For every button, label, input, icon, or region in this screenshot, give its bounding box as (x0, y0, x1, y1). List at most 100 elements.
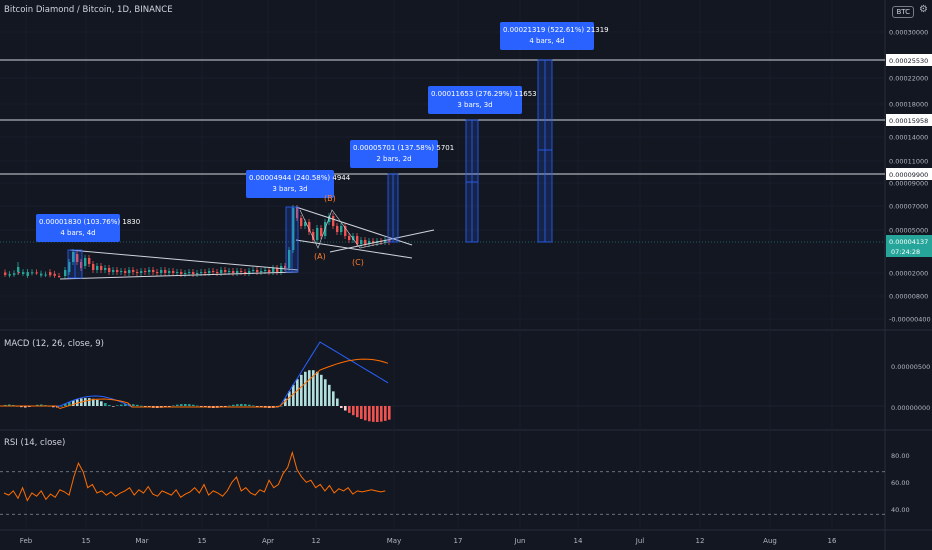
annotation-4-line1: 0.00011653 (276.29%) 11653 (431, 90, 537, 98)
annotation-3-line2: 2 bars, 2d (376, 155, 412, 163)
gear-icon[interactable]: ⚙ (919, 4, 928, 15)
candle-body (260, 271, 263, 272)
macd-histogram-bar (244, 404, 247, 406)
candle-body (256, 270, 259, 272)
candle-body (308, 222, 311, 232)
macd-histogram-bar (176, 404, 179, 406)
macd-y-tick: 0.00000500 (891, 363, 930, 371)
macd-y-tick: 0.00000000 (891, 404, 930, 412)
annotation-box-2: 0.00004944 (240.58%) 4944 3 bars, 3d (246, 170, 351, 198)
macd-histogram-bar (84, 398, 87, 406)
candle-body (80, 262, 83, 268)
macd-histogram-bar (320, 374, 323, 406)
y-tick-label: 0.00011000 (889, 158, 928, 166)
candle-body (276, 268, 279, 272)
current-price-bg (886, 235, 932, 257)
level-label-bg (886, 54, 932, 66)
candle-body (136, 272, 139, 273)
annotation-2-line1: 0.00004944 (240.58%) 4944 (249, 174, 351, 182)
macd-histogram-bar (72, 400, 75, 406)
y-tick-label: 0.00000800 (889, 293, 928, 301)
y-tick-label: 0.00018000 (889, 101, 928, 109)
candle-body (196, 273, 199, 274)
candle-body (160, 270, 163, 273)
candle-body (100, 266, 103, 270)
y-tick-label: 0.00005000 (889, 227, 928, 235)
currency-badge[interactable]: BTC (892, 6, 914, 18)
candle-body (304, 222, 307, 226)
candle-body (208, 271, 211, 273)
candle-body (312, 232, 315, 240)
macd-histogram-bar (356, 406, 359, 418)
candle-body (72, 252, 75, 262)
countdown-label: 07:24:28 (891, 248, 920, 256)
macd-histogram-bar (180, 404, 183, 406)
candle-body (184, 273, 187, 274)
macd-histogram-bar (348, 406, 351, 413)
y-tick-label: 0.00009000 (889, 180, 928, 188)
y-tick-label: 0.00030000 (889, 29, 928, 37)
candle-body (340, 226, 343, 232)
macd-histogram-bar (200, 406, 203, 407)
candle-body (204, 272, 207, 273)
level-label: 0.00009900 (889, 171, 928, 179)
x-tick-label: 17 (454, 537, 463, 545)
candle-body (284, 266, 287, 268)
macd-histogram-bar (188, 404, 191, 406)
wave-path (299, 209, 389, 249)
x-tick-label: May (387, 537, 401, 545)
candle-body (200, 272, 203, 273)
macd-histogram-bar (124, 404, 127, 406)
candle-body (292, 208, 295, 250)
candle-body (228, 271, 231, 272)
rsi-line (3, 450, 386, 502)
macd-histogram-bar (236, 404, 239, 406)
x-tick-label: Jul (635, 537, 645, 545)
candle-body (264, 270, 267, 271)
macd-histogram-bar (4, 404, 7, 406)
macd-histogram-bar (388, 406, 391, 420)
macd-histogram-bar (36, 404, 39, 406)
macd-histogram-bar (284, 398, 287, 406)
candle-body (53, 273, 56, 276)
candle-body (13, 273, 16, 275)
macd-histogram-bar (64, 404, 67, 406)
candle-body (252, 270, 255, 271)
x-tick-label: 12 (696, 537, 705, 545)
current-price-label: 0.00004137 (889, 238, 928, 246)
candle-body (368, 241, 371, 244)
annotation-5-line2: 4 bars, 4d (529, 37, 565, 45)
rsi-label: RSI (14, close) (4, 438, 66, 448)
macd-histogram-bar (288, 391, 291, 406)
candle-body (168, 271, 171, 273)
candle-body (296, 208, 299, 218)
candle-body (180, 272, 183, 274)
macd-histogram-bar (120, 404, 123, 406)
triangle-upper-line (69, 249, 299, 271)
rsi-y-tick: 60.00 (891, 479, 910, 487)
rsi-y-tick: 80.00 (891, 452, 910, 460)
macd-histogram-bar (308, 370, 311, 406)
candle-body (272, 268, 275, 272)
candle-body (88, 258, 91, 264)
annotation-4-line2: 3 bars, 3d (457, 101, 493, 109)
candle-body (68, 262, 71, 272)
macd-histogram-bar (88, 398, 91, 406)
candle-body (328, 216, 331, 222)
wave-label-b: (B) (324, 194, 336, 203)
macd-histogram-bar (104, 403, 107, 406)
candle-body (124, 271, 127, 273)
candle-body (240, 271, 243, 272)
macd-histogram-bar (332, 391, 335, 406)
macd-histogram-bar (168, 406, 171, 407)
wave-label-a: (A) (314, 252, 326, 261)
macd-histogram-bar (344, 406, 347, 411)
candle-body (76, 254, 79, 262)
macd-histogram-bar (336, 398, 339, 406)
candle-body (4, 272, 7, 275)
candle-body (316, 228, 319, 240)
candle-body (108, 268, 111, 272)
macd-histogram-bar (8, 404, 11, 406)
macd-histogram-bar (68, 402, 71, 406)
